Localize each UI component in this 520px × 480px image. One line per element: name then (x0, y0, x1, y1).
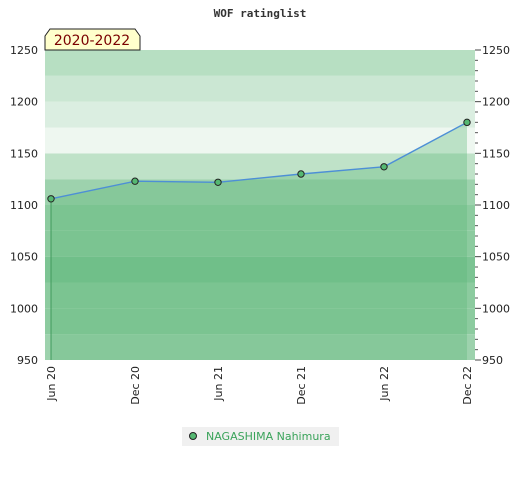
rating-band (45, 205, 475, 231)
rating-band (45, 127, 475, 154)
rating-band (45, 50, 475, 76)
period-badge: 2020-2022 (44, 28, 141, 51)
y-axis-right: 950 1000 1050 1100 1150 1200 1250 (475, 44, 510, 367)
rating-band (45, 75, 475, 102)
y-tick-label-right: 950 (482, 354, 503, 367)
line-layer (50, 121, 468, 200)
y-tick-label-right: 1200 (482, 96, 510, 109)
x-tick-label: Dec 20 (129, 366, 142, 405)
y-tick-label-right: 1100 (482, 199, 510, 212)
x-tick-label: Dec 22 (461, 366, 474, 405)
x-axis: Jun 20 Dec 20 Jun 21 Dec 21 Jun 22 Dec 22 (45, 366, 474, 405)
y-axis-left: 950 1000 1050 1100 1150 1200 1250 (10, 44, 38, 367)
rating-band (45, 282, 475, 309)
legend-series-label: NAGASHIMA Nahimura (206, 430, 331, 443)
y-tick-label-right: 1050 (482, 251, 510, 264)
rating-band (45, 334, 475, 360)
data-point[interactable] (47, 195, 55, 203)
chart-title: WOF ratinglist (214, 7, 307, 20)
y-tick-label-left: 1200 (10, 96, 38, 109)
x-tick-label: Dec 21 (295, 366, 308, 405)
y-tick-label-left: 1250 (10, 44, 38, 57)
y-tick-label-left: 1150 (10, 147, 38, 160)
x-tick-label: Jun 21 (212, 366, 225, 402)
y-tick-label-left: 1050 (10, 251, 38, 264)
rating-bands (45, 50, 475, 360)
data-point[interactable] (380, 163, 388, 171)
data-point[interactable] (297, 170, 305, 178)
rating-band (45, 230, 475, 257)
y-tick-label-right: 1150 (482, 147, 510, 160)
data-points (47, 118, 471, 203)
y-tick-label-right: 1250 (482, 44, 510, 57)
rating-band (45, 153, 475, 180)
series-line (50, 121, 468, 200)
y-tick-label-left: 1100 (10, 199, 38, 212)
y-tick-label-left: 1000 (10, 302, 38, 315)
x-tick-label: Jun 20 (45, 366, 58, 402)
rating-band (45, 179, 475, 205)
y-tick-label-right: 1000 (482, 302, 510, 315)
rating-band (45, 101, 475, 128)
period-badge-box (44, 28, 141, 51)
rating-band (45, 256, 475, 283)
rating-band (45, 308, 475, 335)
x-tick-label: Jun 22 (378, 366, 391, 402)
legend[interactable]: NAGASHIMA Nahimura (182, 427, 339, 446)
data-point[interactable] (131, 177, 139, 185)
period-badge-label: 2020-2022 (54, 33, 130, 49)
legend-box (182, 427, 339, 446)
y-tick-label-left: 950 (17, 354, 38, 367)
legend-marker (189, 432, 197, 440)
data-point[interactable] (463, 118, 471, 127)
data-point[interactable] (214, 178, 222, 186)
